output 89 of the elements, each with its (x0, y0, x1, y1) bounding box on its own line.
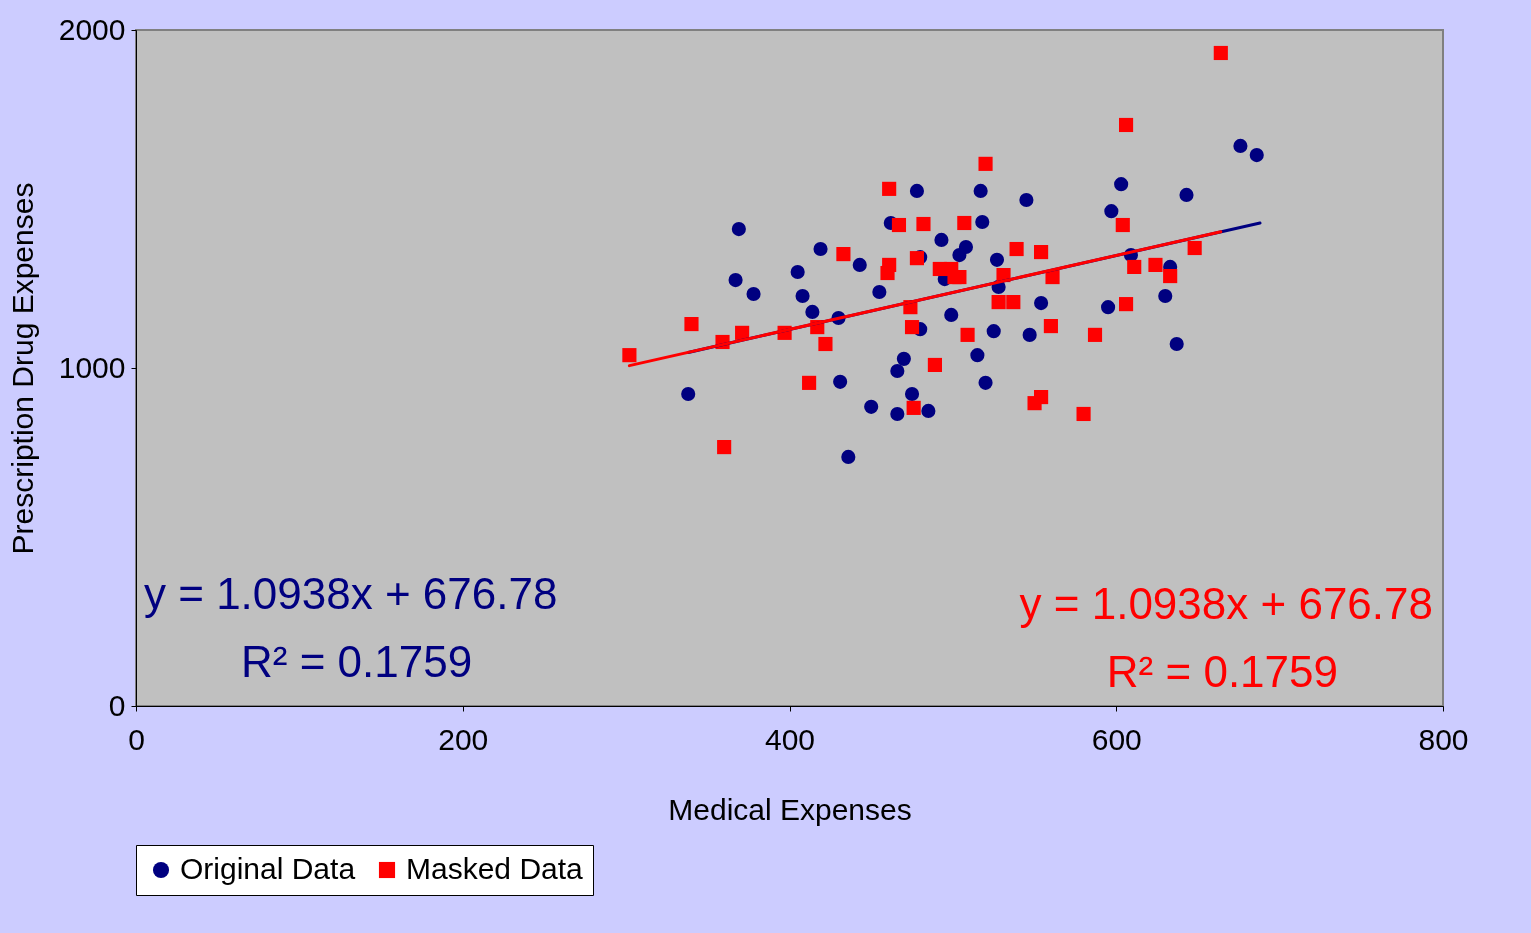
point (1076, 406, 1091, 422)
point (1158, 288, 1173, 304)
annotation: y = 1.0938x + 676.78 (1019, 579, 1433, 628)
x-tick-label: 800 (1418, 722, 1469, 756)
point (890, 363, 905, 379)
point (1087, 327, 1103, 342)
point (989, 252, 1005, 267)
point (1249, 148, 1264, 163)
point (1006, 295, 1021, 310)
point (1118, 297, 1134, 312)
point (978, 156, 993, 171)
point (978, 375, 993, 390)
point (958, 239, 974, 255)
point (1233, 138, 1248, 153)
point (802, 375, 817, 390)
y-tick-label: 0 (108, 688, 126, 722)
point (927, 357, 942, 373)
point (728, 273, 743, 288)
point (818, 336, 833, 352)
annotation: R² = 0.1759 (241, 637, 473, 686)
point (805, 304, 820, 319)
point (970, 348, 985, 363)
point (904, 320, 920, 335)
x-axis-title: Medical Expenses (668, 792, 912, 826)
point (916, 216, 931, 232)
point (1034, 390, 1049, 405)
x-tick-label: 200 (438, 722, 489, 756)
point (1187, 240, 1202, 256)
x-tick-label: 400 (764, 722, 816, 756)
point (1148, 257, 1163, 272)
point (944, 307, 959, 322)
point (746, 286, 761, 302)
point (904, 386, 920, 402)
x-tick-label: 600 (1091, 722, 1142, 756)
y-axis-title: Prescription Drug Expenses (5, 182, 39, 555)
point (1169, 336, 1184, 352)
point (880, 265, 895, 281)
point (890, 406, 905, 422)
point (906, 400, 921, 415)
y-tick-label: 1000 (58, 350, 126, 384)
point (731, 222, 746, 237)
point (973, 183, 988, 198)
point (864, 399, 879, 414)
legend-label: Masked Data (406, 852, 584, 885)
point (622, 348, 637, 363)
point (1115, 217, 1130, 233)
point (1009, 241, 1024, 257)
point (1163, 268, 1178, 284)
point (960, 327, 975, 342)
point (1127, 259, 1142, 275)
annotation: y = 1.0938x + 676.78 (144, 569, 558, 618)
point (891, 217, 907, 233)
point (841, 449, 856, 464)
point (909, 183, 924, 198)
point (681, 386, 696, 402)
point (1104, 204, 1119, 219)
point (872, 284, 887, 300)
point (813, 241, 828, 257)
point (1179, 187, 1194, 202)
point (975, 214, 990, 230)
point (986, 324, 1001, 339)
point (1043, 319, 1058, 334)
point (1114, 177, 1129, 192)
point (909, 251, 924, 266)
point (957, 215, 972, 231)
point (1034, 244, 1049, 260)
point (1213, 45, 1228, 61)
point (790, 264, 805, 280)
point (896, 351, 911, 366)
point (991, 295, 1006, 310)
point (1045, 270, 1060, 285)
point (684, 316, 699, 332)
point (952, 270, 967, 285)
point (1019, 192, 1034, 208)
point (882, 181, 897, 196)
point (1034, 296, 1049, 311)
annotation: R² = 0.1759 (1106, 647, 1338, 696)
point (921, 403, 936, 418)
point (795, 288, 810, 304)
y-tick-label: 2000 (58, 12, 126, 46)
point (1118, 117, 1134, 133)
point (717, 440, 732, 455)
point (934, 232, 949, 247)
point (1101, 300, 1116, 315)
point (833, 374, 848, 389)
legend-label: Original Data (180, 852, 356, 885)
point (852, 257, 867, 272)
point (1022, 327, 1037, 342)
point (836, 247, 851, 262)
